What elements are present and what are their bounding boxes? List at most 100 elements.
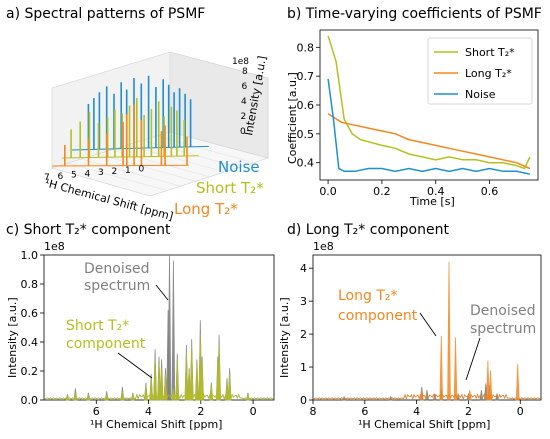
spectrum-peak-long [488,370,493,401]
panel-d: d) Long T₂* component 1e8 8 6 4 2 0 0 1 2 3 4 Lon… [278,222,542,431]
panel-d-arrow-long [419,312,437,337]
panel-d-y-label: Intensity [a.u.] [278,297,291,378]
y-tick-label: 0.0 [21,394,39,407]
panel-a-x-tick: 4 [85,169,91,179]
spectrum-peak-long [439,335,444,401]
spectrum-peak-long [447,261,451,401]
spectrum-peak-short [163,373,168,401]
y-tick-label: 1.0 [21,249,39,262]
panel-c-title: c) Short T₂* component [6,222,171,238]
panel-a-x-tick: 6 [58,172,64,182]
panel-d-ticks: 8 6 4 2 0 0 1 2 3 4 [300,262,524,418]
spectrum-peak-long [486,360,490,401]
panel-a-baseline-long [51,164,189,167]
panel-b: b) Time-varying coefficients of PSMF 0.0… [286,6,542,208]
x-tick-label: 4 [145,405,152,418]
panel-c-arrow-short [117,352,153,379]
panel-b-title: b) Time-varying coefficients of PSMF [287,6,542,22]
panel-c: c) Short T₂* component 1e8 6 4 2 0 0.0 0.2 0.4… [6,222,275,431]
panel-d-annot-long-2: component [338,308,418,324]
panel-c-ticks: 6 4 2 0 0.0 0.2 0.4 0.6 0.8 1.0 [21,249,257,418]
spectrum-peak-short [217,344,221,401]
spectrum-peak-short [189,346,194,401]
y-tick-label: 0.6 [297,99,315,112]
panel-b-lines [327,35,531,175]
panel-c-annot-denoised-2: spectrum [84,278,150,294]
panel-a-baseline-noise [71,145,209,151]
spectrum-peak-short [225,382,229,401]
series-line-noise [327,78,531,175]
panel-c-arrow-denoised [155,284,169,301]
panel-a-z-tick: 6 [242,82,248,92]
spectrum-peak-short [171,388,176,401]
legend-label-noise: Noise [465,88,496,101]
x-tick-label: 0.0 [319,185,337,198]
spectrum-baseline-long [312,393,542,401]
spectrum-peak-long [515,363,520,401]
x-tick-label: 0.6 [481,185,499,198]
spectrum-peak-long [467,390,472,401]
y-tick-label: 0 [300,394,307,407]
x-tick-label: 0.2 [373,185,391,198]
panel-a-label-noise: Noise [218,158,260,176]
spectrum-peak-short [149,378,154,401]
spectrum-peak-short [227,373,232,401]
panel-b-legend: Short T₂* Long T₂* Noise [427,37,533,105]
panel-a-x-tick: 5 [71,171,77,181]
x-tick-label: 6 [361,405,368,418]
panel-d-annot-denoised-1: Denoised [470,303,536,319]
y-tick-label: 1 [300,361,307,374]
panel-c-scale: 1e8 [44,240,65,253]
spectrum-peak-denoised [167,254,172,401]
y-tick-label: 3 [300,295,307,308]
series-line-long [327,113,531,170]
spectrum-peak-short [120,391,125,401]
panel-d-x-label: ¹H Chemical Shift [ppm] [358,418,490,431]
panel-c-annot-short-2: component [66,336,146,352]
panel-d-annot-long-1: Long T₂* [338,288,398,304]
panel-a-label-long: Long T₂* [174,200,238,218]
x-tick-label: 8 [310,405,317,418]
panel-a-floor [50,131,270,197]
y-tick-label: 0.4 [297,157,315,170]
spectrum-peak-short [86,394,91,401]
panel-a-z-ticks: 0 2 4 6 8 [240,67,248,137]
panel-a-x-tick: 0 [139,165,145,175]
y-tick-label: 0.6 [21,307,39,320]
panel-a-label-short: Short T₂* [196,179,264,197]
x-tick-label: 0 [517,405,524,418]
spectrum-peak-short [104,394,109,401]
spectrum-peak-short [153,359,157,401]
spectrum-peak-short [73,392,78,401]
y-tick-label: 0.7 [297,70,315,83]
spectrum-peak-short [130,394,135,401]
panel-a-x-tick: 1 [125,166,131,176]
x-tick-label: 6 [93,405,100,418]
panel-d-title: d) Long T₂* component [287,222,449,238]
panel-a-x-tick: 3 [98,168,104,178]
spectrum-peak-short [200,362,204,401]
spectrum-peak-short [157,363,161,401]
y-tick-label: 0.2 [21,365,39,378]
y-tick-label: 0.4 [21,336,39,349]
panel-c-x-label: ¹H Chemical Shift [ppm] [90,418,222,431]
y-tick-label: 0.5 [297,128,315,141]
panel-a-z-tick: 8 [242,67,248,77]
x-tick-label: 2 [465,405,472,418]
spectrum-peak-short [184,352,189,401]
spectrum-peak-long [453,337,458,401]
spectrum-peak-short [187,370,191,401]
panel-a-x-tick: 7 [44,173,50,183]
legend-label-long: Long T₂* [465,67,512,80]
panel-a-x-tick: 2 [112,167,118,177]
spectrum-peak-short [144,385,148,401]
spectrum-peak-short [159,368,164,401]
y-tick-label: 2 [300,328,307,341]
y-tick-label: 0.8 [297,41,315,54]
panel-b-x-label: Time [s] [409,195,455,208]
spectrum-peak-short [195,365,199,401]
panel-d-spectra [312,261,542,401]
x-tick-label: 0.4 [427,185,445,198]
